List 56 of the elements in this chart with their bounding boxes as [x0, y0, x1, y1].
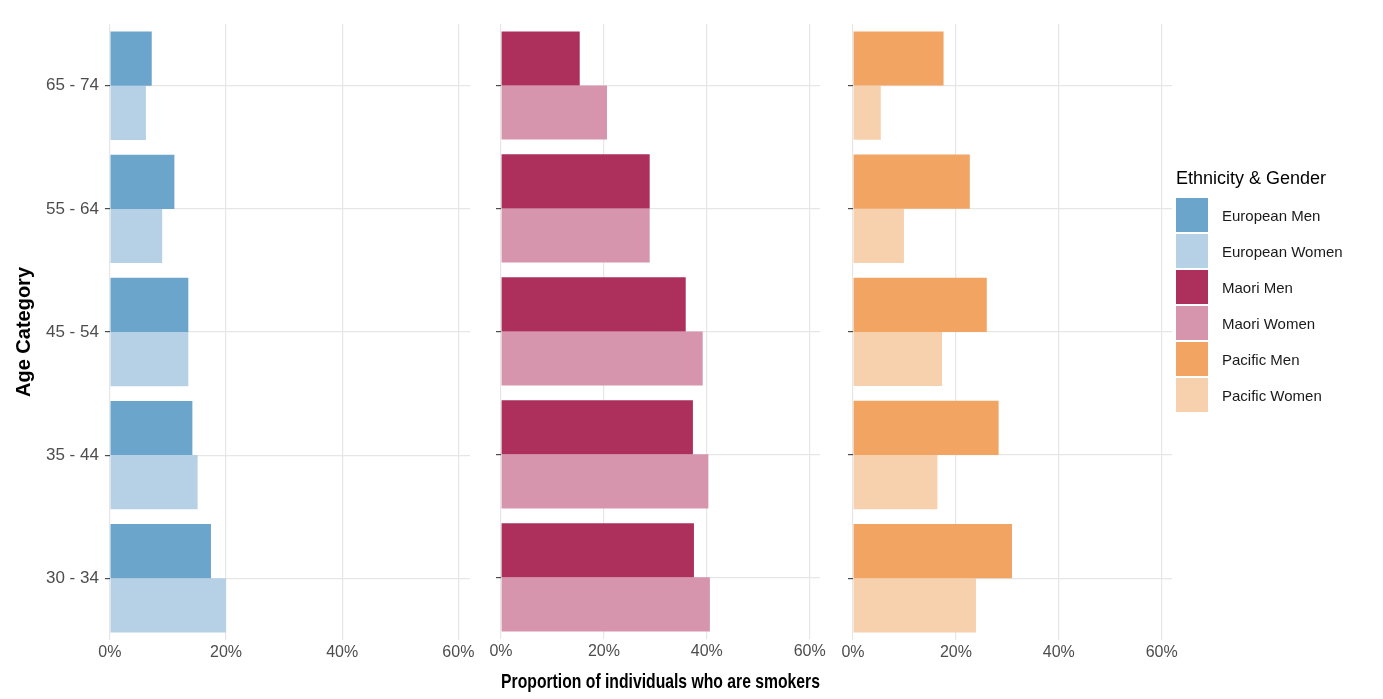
y-axis-title: Age Category [11, 266, 34, 398]
y-tick-label: 30 - 34 [45, 567, 99, 587]
legend-label: Maori Women [1222, 314, 1316, 332]
x-tick-label: 60% [1145, 642, 1178, 660]
y-tick-label: 55 - 64 [45, 198, 99, 218]
x-tick-label: 40% [326, 642, 359, 660]
bar [110, 208, 163, 264]
bar [110, 455, 198, 510]
bar [110, 277, 189, 332]
x-tick-label: 20% [210, 642, 243, 660]
bar [110, 31, 152, 86]
bar [110, 332, 189, 387]
bar [501, 277, 686, 332]
x-tick-label: 0% [841, 642, 865, 660]
bar [853, 85, 881, 140]
x-tick-label: 40% [690, 641, 723, 659]
bar [110, 154, 175, 209]
y-tick-label: 65 - 74 [45, 75, 99, 95]
x-tick-label: 40% [1042, 642, 1075, 660]
bar [501, 31, 580, 86]
legend-title: Ethnicity & Gender [1176, 168, 1328, 189]
bar [501, 154, 650, 209]
y-tick-label: 35 - 44 [45, 444, 99, 464]
bar [110, 400, 193, 456]
bar [853, 400, 999, 456]
x-tick-label: 20% [939, 642, 972, 660]
bar [853, 208, 904, 263]
bar [110, 524, 211, 579]
bar [501, 208, 650, 263]
bar [853, 578, 976, 633]
bar [853, 154, 970, 209]
bar [853, 277, 987, 332]
bar [501, 454, 709, 509]
x-tick-label: 60% [793, 641, 826, 659]
bar [501, 400, 693, 455]
bar [501, 85, 607, 140]
legend-label: European Women [1222, 242, 1343, 260]
legend-label: European Men [1222, 206, 1321, 224]
x-tick-label: 60% [442, 642, 475, 660]
legend-label: Maori Men [1222, 278, 1293, 296]
bar [853, 31, 944, 86]
bar [853, 331, 943, 387]
x-tick-label: 20% [587, 641, 620, 659]
bar [110, 85, 146, 140]
bar [110, 578, 227, 633]
bar [501, 331, 703, 386]
legend-label: Pacific Women [1222, 386, 1322, 404]
bar [501, 523, 694, 578]
x-tick-label: 0% [98, 642, 122, 660]
y-tick-label: 45 - 54 [45, 321, 99, 341]
x-axis-title: Proportion of individuals who are smokers [501, 669, 820, 692]
bar [853, 455, 938, 510]
bar [853, 524, 1012, 579]
x-tick-label: 0% [489, 641, 513, 659]
bar [501, 577, 710, 632]
legend-label: Pacific Men [1222, 350, 1300, 368]
